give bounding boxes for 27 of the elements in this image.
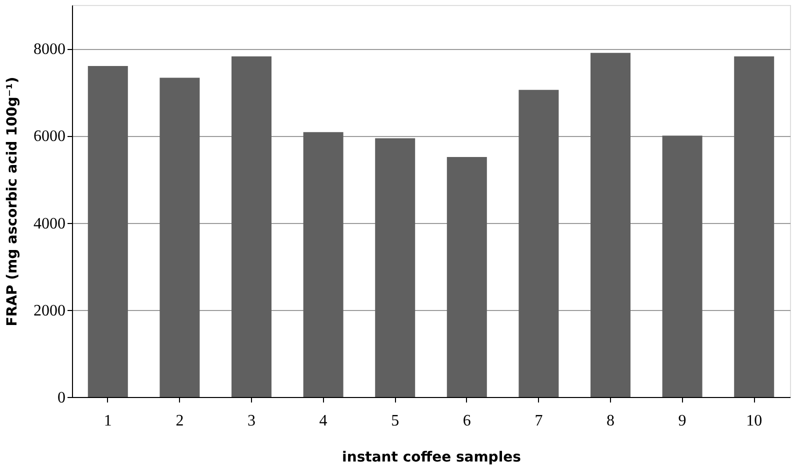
x-axis-title: instant coffee samples: [342, 450, 521, 466]
y-tick-label: 6000: [34, 128, 66, 146]
y-tick-label: 2000: [34, 302, 66, 320]
x-tick-label: 8: [606, 412, 614, 430]
bar: [88, 66, 128, 397]
x-tick-label: 2: [176, 412, 184, 430]
bar: [518, 90, 559, 397]
y-axis-title: FRAP (mg ascorbic acid 100g⁻¹): [4, 76, 20, 326]
x-tick-label: 1: [104, 412, 112, 430]
bar: [303, 132, 344, 397]
x-tick-label: 7: [534, 412, 543, 430]
x-tick-label: 6: [462, 412, 471, 430]
x-tick-label: 9: [678, 412, 686, 430]
bar: [446, 157, 487, 397]
bar: [375, 138, 416, 397]
bar: [590, 52, 630, 397]
bar: [662, 136, 702, 397]
x-tick-label: 10: [746, 412, 762, 430]
bar: [232, 56, 272, 397]
x-tick-label: 5: [391, 412, 400, 430]
bar: [734, 56, 774, 397]
x-tick-label: 4: [319, 412, 328, 430]
bar: [160, 78, 200, 397]
y-tick-label: 8000: [34, 41, 66, 58]
x-tick-label: 3: [248, 412, 256, 430]
y-tick-label: 0: [58, 390, 66, 406]
y-tick-label: 4000: [34, 215, 66, 232]
